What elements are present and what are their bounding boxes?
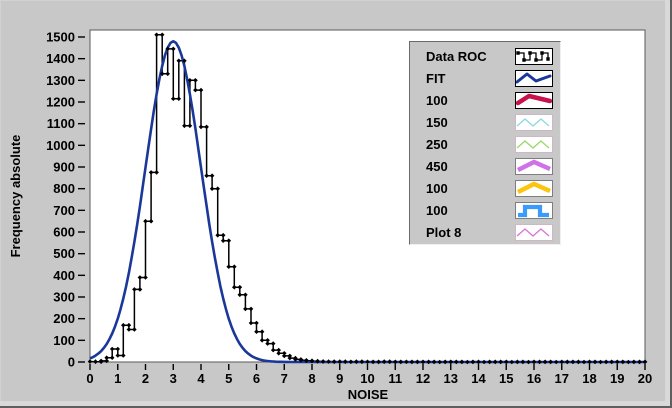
x-tick-label: 15 bbox=[499, 371, 513, 386]
y-tick-label: 1200 bbox=[46, 95, 75, 110]
y-tick-label: 400 bbox=[53, 268, 75, 283]
y-tick-label: 1100 bbox=[47, 116, 75, 131]
legend-item-label: 100 bbox=[426, 180, 448, 196]
chevron-icon bbox=[516, 181, 551, 195]
legend-plot-sample bbox=[515, 157, 553, 175]
legend-item[interactable]: 100 bbox=[410, 199, 560, 221]
x-tick-label: 6 bbox=[253, 371, 260, 386]
x-tick-label: 16 bbox=[527, 371, 541, 386]
x-tick-label: 3 bbox=[170, 371, 177, 386]
x-tick-label: 2 bbox=[142, 371, 149, 386]
y-tick-label: 1400 bbox=[46, 51, 75, 66]
zigzag-icon bbox=[516, 228, 550, 237]
y-tick-label: 300 bbox=[53, 290, 75, 305]
legend-plot-sample bbox=[515, 179, 553, 197]
legend-plot-sample bbox=[515, 47, 553, 65]
x-tick-label: 9 bbox=[336, 371, 343, 386]
x-tick-label: 18 bbox=[582, 371, 596, 386]
x-tick-label: 11 bbox=[388, 371, 402, 386]
x-tick-label: 5 bbox=[225, 371, 232, 386]
x-axis-title: NOISE bbox=[348, 387, 389, 402]
legend-plot-sample bbox=[515, 113, 553, 131]
bump-icon bbox=[516, 93, 552, 106]
legend-item-label: 100 bbox=[426, 202, 448, 218]
x-tick-label: 7 bbox=[281, 371, 288, 386]
y-tick-label: 600 bbox=[53, 225, 75, 240]
legend-item[interactable]: 450 bbox=[410, 155, 560, 177]
zigzag-icon bbox=[516, 118, 550, 127]
y-tick-label: 1000 bbox=[46, 138, 75, 153]
y-tick-label: 700 bbox=[53, 203, 75, 218]
legend-item[interactable]: 150 bbox=[410, 111, 560, 133]
y-axis-title: Frequency absolute bbox=[8, 135, 23, 258]
plot-legend: Data ROC FIT 100 150 250 450 100 100 Plot 8 bbox=[409, 41, 561, 245]
y-tick-label: 0 bbox=[68, 355, 75, 370]
legend-item-label: 150 bbox=[426, 114, 448, 130]
legend-item-label: FIT bbox=[426, 70, 446, 86]
x-tick-label: 10 bbox=[360, 371, 374, 386]
legend-item-label: 450 bbox=[426, 158, 448, 174]
squarewave-icon bbox=[518, 204, 549, 218]
marker-dots-icon bbox=[516, 51, 550, 62]
step-dots-icon bbox=[518, 52, 549, 61]
x-tick-label: 4 bbox=[197, 371, 205, 386]
legend-plot-sample bbox=[515, 201, 553, 219]
y-tick-label: 1500 bbox=[46, 30, 75, 45]
legend-plot-sample bbox=[515, 135, 553, 153]
chevron-icon bbox=[516, 159, 551, 173]
y-tick-label: 1300 bbox=[46, 73, 75, 88]
legend-item[interactable]: 100 bbox=[410, 89, 560, 111]
legend-item-label: 250 bbox=[426, 136, 448, 152]
x-tick-label: 20 bbox=[638, 371, 652, 386]
y-tick-label: 500 bbox=[53, 246, 75, 261]
legend-item[interactable]: Data ROC bbox=[410, 45, 560, 67]
x-tick-label: 0 bbox=[86, 371, 93, 386]
y-tick-label: 200 bbox=[53, 311, 75, 326]
legend-item-label: 100 bbox=[426, 92, 448, 108]
x-tick-label: 14 bbox=[471, 371, 486, 386]
x-tick-label: 12 bbox=[416, 371, 430, 386]
x-tick-label: 1 bbox=[114, 371, 121, 386]
wave2-icon bbox=[516, 72, 552, 84]
legend-plot-sample bbox=[515, 223, 553, 241]
x-tick-label: 19 bbox=[610, 371, 624, 386]
legend-item[interactable]: 250 bbox=[410, 133, 560, 155]
y-tick-label: 800 bbox=[53, 181, 75, 196]
zigzag-icon bbox=[516, 140, 550, 149]
legend-item[interactable]: FIT bbox=[410, 67, 560, 89]
x-tick-label: 13 bbox=[444, 371, 458, 386]
legend-plot-sample bbox=[515, 69, 553, 87]
legend-item[interactable]: Plot 8 bbox=[410, 221, 560, 243]
x-tick-label: 8 bbox=[308, 371, 315, 386]
legend-item-label: Data ROC bbox=[426, 48, 487, 64]
y-tick-label: 900 bbox=[53, 160, 75, 175]
legend-plot-sample bbox=[515, 91, 553, 109]
legend-item[interactable]: 100 bbox=[410, 177, 560, 199]
x-tick-label: 17 bbox=[555, 371, 569, 386]
legend-item-label: Plot 8 bbox=[426, 224, 462, 240]
y-tick-label: 100 bbox=[53, 333, 75, 348]
